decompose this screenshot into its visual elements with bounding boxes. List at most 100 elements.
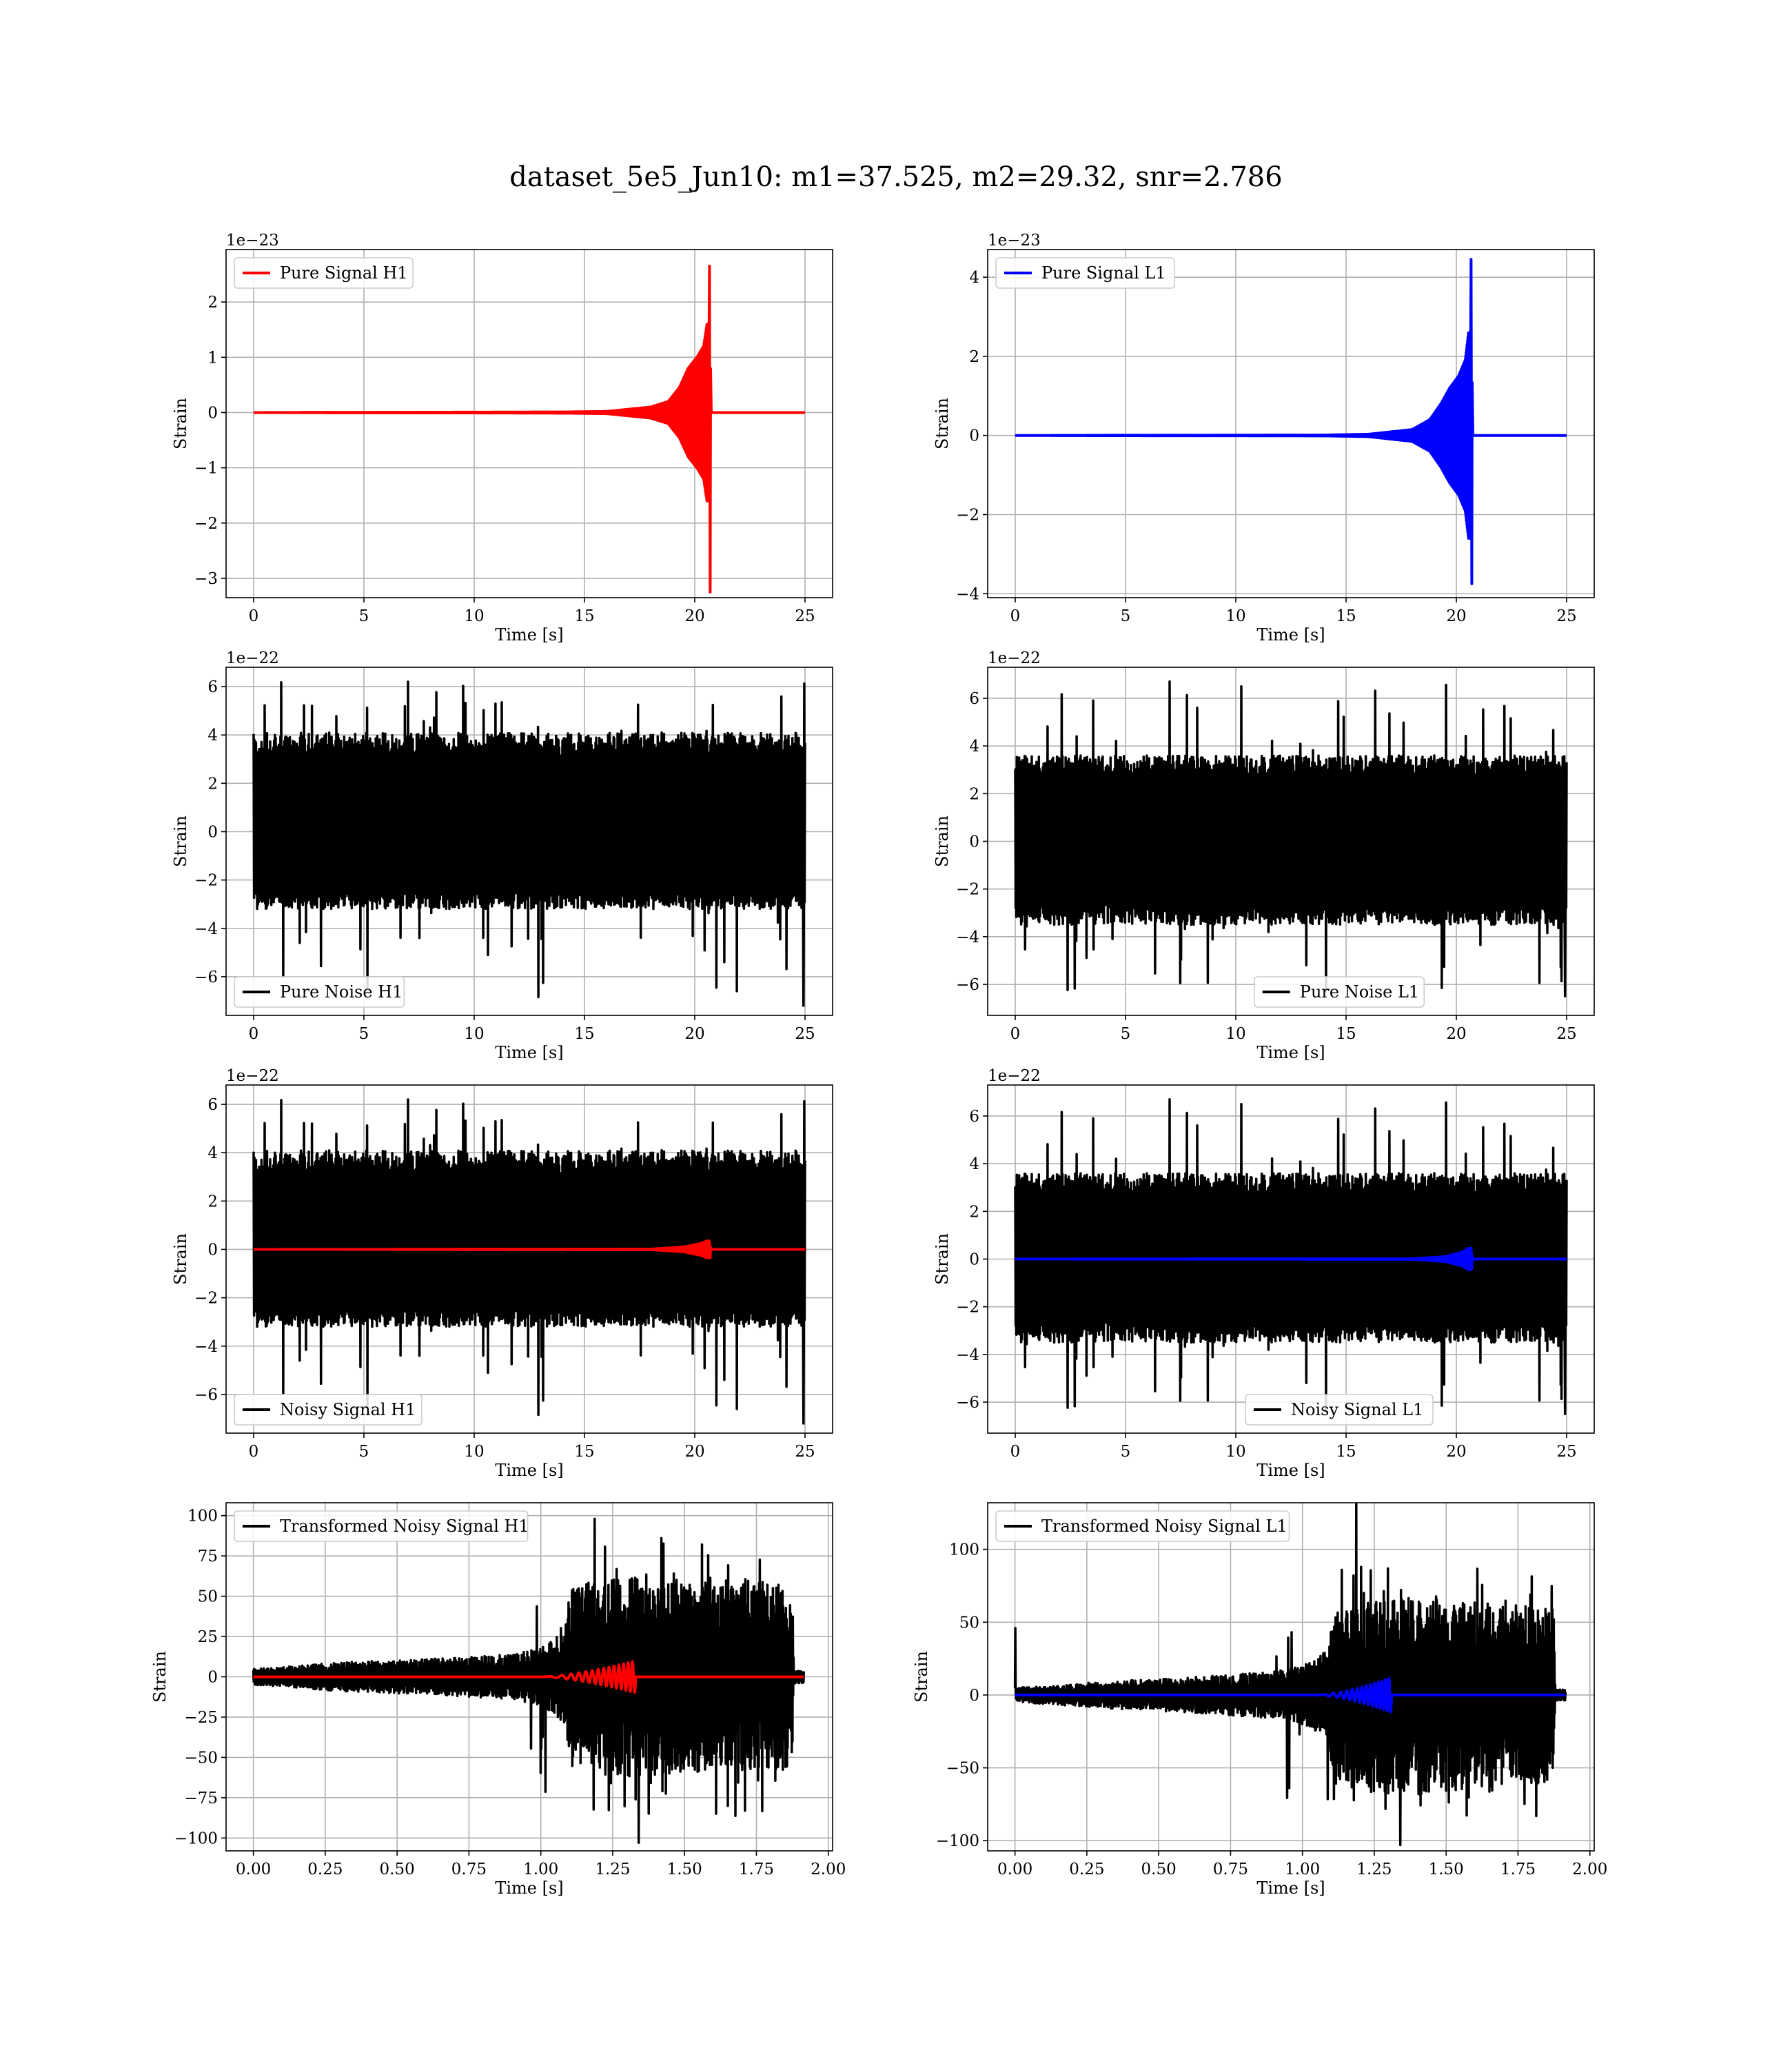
y-tick-label: 4: [207, 727, 218, 744]
y-tick-label: 4: [969, 269, 979, 287]
legend-label: Transformed Noisy Signal H1: [280, 1517, 529, 1536]
x-tick-label: 5: [359, 1025, 369, 1043]
y-tick-label: 6: [969, 1108, 979, 1126]
panel-pure-noise-h1: 0 5 10 15 20 25 −6 −4 −2 0 2 4 6 Time [s] Strain 1e−22 P…: [171, 649, 833, 1062]
y-tick-label: 1: [207, 349, 218, 367]
y-tick-label: 4: [969, 1155, 979, 1173]
y-tick-label: 6: [207, 1096, 218, 1114]
x-tick-label: 25: [1556, 607, 1576, 625]
x-tick-label: 5: [359, 607, 369, 625]
series-line-transformed-noisy-signal-h1: [252, 1517, 806, 1845]
plot-area: [1014, 680, 1568, 998]
x-tick-label: 10: [1225, 1025, 1245, 1043]
plot-area: [252, 1098, 806, 1425]
y-tick-label: 25: [198, 1628, 218, 1646]
y-tick-label: 0: [207, 404, 218, 422]
y-tick-label: 75: [198, 1548, 218, 1565]
plot-area: [1013, 1503, 1567, 1847]
y-tick-label: −50: [946, 1760, 979, 1778]
y-tick-label: 2: [207, 1193, 218, 1210]
axes-frame: [987, 249, 1595, 598]
x-tick-label: 2.00: [1572, 1861, 1607, 1878]
ticks: [221, 1104, 806, 1438]
legend: Transformed Noisy Signal H1: [234, 1510, 529, 1542]
x-axis-label: Time [s]: [1256, 625, 1325, 645]
series-line-pure-signal-h1: [252, 1239, 805, 1259]
axes-frame: [225, 249, 833, 598]
legend-label: Pure Noise L1: [1300, 982, 1419, 1002]
ticks: [983, 1115, 1567, 1438]
legend: Transformed Noisy Signal L1: [995, 1510, 1290, 1542]
panel-transformed-noisy-signal-h1: 0.00 0.25 0.50 0.75 1.00 1.25 1.50 1.75 2.00 −100…: [150, 1502, 846, 1898]
y-tick-label: −4: [956, 585, 979, 603]
ticks: [221, 1514, 829, 1856]
y-tick-label: −2: [956, 881, 979, 899]
x-axis-label: Time [s]: [1256, 1461, 1325, 1480]
y-axis-label: Strain: [171, 815, 190, 867]
x-tick-label: 0.50: [380, 1861, 415, 1878]
axes-frame: [987, 1502, 1595, 1852]
series-line-pure-signal-h1: [252, 265, 805, 594]
y-tick-label: 2: [969, 785, 979, 803]
panel-noisy-signal-h1: 0 5 10 15 20 25 −6 −4 −2 0 2 4 6 Time [s] Strain 1e−22 N…: [171, 1067, 833, 1480]
y-tick-label: −75: [184, 1790, 218, 1807]
ticks: [983, 276, 1567, 602]
y-tick-label: 6: [969, 690, 979, 708]
panel-transformed-noisy-signal-l1: 0.00 0.25 0.50 0.75 1.00 1.25 1.50 1.75 2.00 −100…: [912, 1502, 1607, 1898]
legend-box: [234, 976, 405, 1008]
offset-text: 1e−22: [226, 649, 279, 667]
x-tick-label: 20: [684, 1025, 704, 1043]
y-tick-label: −2: [194, 1290, 218, 1308]
series-line-transformed-noisy-signal-l1: [1013, 1503, 1567, 1847]
y-tick-label: −2: [956, 1299, 979, 1317]
panel-pure-signal-l1: 0 5 10 15 20 25 −4 −2 0 2 4 Time [s] Strain 1e−23Pure…: [933, 232, 1595, 645]
x-tick-label: 0: [1010, 1443, 1021, 1461]
y-tick-label: −100: [174, 1829, 218, 1847]
y-tick-label: 0: [969, 427, 979, 445]
x-tick-label: 0.25: [307, 1861, 343, 1878]
y-tick-label: 0: [207, 823, 218, 841]
legend-box: [1245, 1394, 1434, 1426]
series-line-signal-h1: [253, 1660, 804, 1694]
y-tick-label: −25: [184, 1709, 218, 1727]
x-tick-label: 0.75: [451, 1861, 487, 1878]
x-tick-label: 1.50: [667, 1861, 702, 1878]
x-tick-label: 25: [1556, 1443, 1576, 1461]
x-tick-label: 15: [1336, 607, 1356, 625]
panel-pure-signal-h1: 0 5 10 15 20 25 −3 −2 −1 0 1 2 Time [s] Strain 1e−23Pu…: [171, 232, 833, 645]
x-tick-label: 15: [574, 607, 594, 625]
legend-box: [234, 1510, 529, 1542]
x-tick-label: 25: [795, 1025, 815, 1043]
x-tick-label: 0.00: [236, 1861, 271, 1878]
plot-area: [1014, 1098, 1568, 1416]
y-axis-label: Strain: [171, 1233, 190, 1285]
series-line-noisy-signal-h1: [252, 1098, 806, 1425]
y-tick-label: −6: [956, 1394, 979, 1412]
plot-area: [252, 265, 805, 594]
x-tick-label: 15: [1336, 1443, 1356, 1461]
y-axis-label: Strain: [933, 398, 952, 449]
x-tick-label: 1.75: [1500, 1861, 1536, 1878]
y-tick-label: −1: [194, 460, 218, 478]
y-axis-label: Strain: [150, 1651, 170, 1703]
y-tick-label: −3: [194, 570, 218, 588]
axes-frame: [225, 1084, 833, 1434]
offset-text: 1e−22: [226, 1067, 279, 1085]
y-tick-label: 50: [198, 1588, 218, 1606]
legend: Noisy Signal H1: [234, 1394, 422, 1426]
plot-area: [252, 680, 806, 1007]
y-tick-label: 0: [207, 1669, 218, 1687]
x-tick-label: 1.25: [595, 1861, 630, 1878]
x-axis-label: Time [s]: [1256, 1043, 1325, 1062]
axes-frame: [225, 667, 833, 1016]
legend-label: Noisy Signal L1: [1291, 1400, 1423, 1419]
series-line-pure-signal-l1: [1014, 258, 1567, 585]
x-tick-label: 1.75: [739, 1861, 774, 1878]
legend-box: [234, 1394, 422, 1426]
y-tick-label: −6: [194, 1386, 218, 1404]
y-tick-label: −4: [956, 929, 979, 946]
legend-label: Pure Signal L1: [1041, 263, 1166, 283]
x-tick-label: 0: [1010, 607, 1021, 625]
x-tick-label: 0.75: [1213, 1861, 1248, 1878]
